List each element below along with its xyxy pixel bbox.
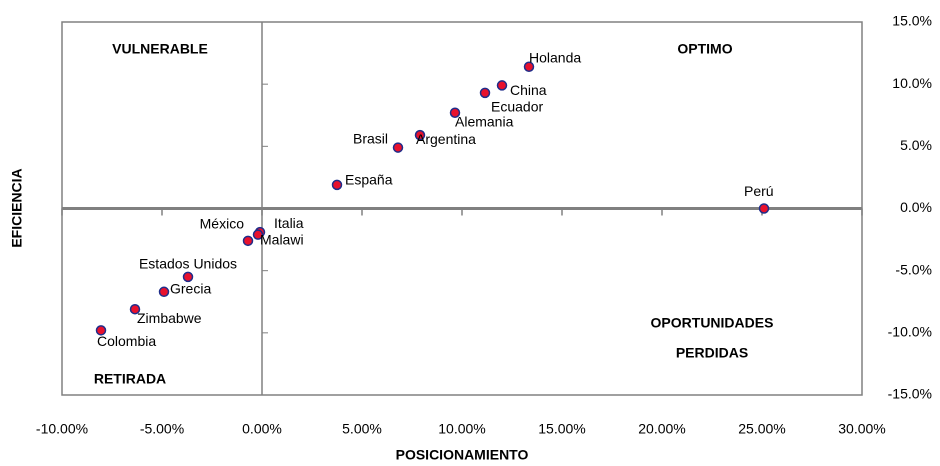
quadrant-label: OPTIMO: [677, 41, 732, 57]
y-tick-label: 10.0%: [892, 75, 932, 91]
y-tick-label: 15.0%: [892, 13, 932, 29]
x-tick-label: 15.00%: [538, 421, 585, 437]
point: [331, 179, 343, 191]
y-tick-label: -15.0%: [888, 386, 932, 402]
point: [129, 303, 141, 315]
y-axis-title: EFICIENCIA: [9, 168, 25, 247]
quadrant-label: RETIRADA: [94, 371, 166, 387]
x-tick-label: 0.00%: [242, 421, 282, 437]
point-label: México: [200, 216, 245, 232]
x-tick-label: -10.00%: [36, 421, 88, 437]
x-tick-label: 5.00%: [342, 421, 382, 437]
point-label: Brasil: [353, 130, 388, 146]
point: [392, 142, 404, 153]
point-label: Malawi: [260, 231, 304, 247]
x-tick-label: 20.00%: [638, 421, 685, 437]
quadrant-label: PERDIDAS: [676, 345, 748, 361]
point: [479, 87, 491, 99]
point: [242, 235, 254, 247]
point-label: España: [345, 172, 393, 188]
x-tick-label: 10.00%: [438, 421, 485, 437]
point-label: Grecia: [170, 281, 211, 297]
point: [758, 203, 770, 214]
point: [414, 129, 426, 141]
point-label: Alemania: [455, 113, 514, 129]
point: [523, 61, 535, 73]
quadrant-label: OPORTUNIDADES: [651, 315, 774, 331]
y-tick-label: -5.0%: [895, 261, 932, 277]
point-label: Holanda: [529, 49, 581, 65]
y-tick-label: 0.0%: [900, 199, 932, 215]
x-tick-label: -5.00%: [140, 421, 184, 437]
quadrant-label: VULNERABLE: [112, 41, 208, 57]
point-label: Italia: [274, 215, 304, 231]
point: [158, 286, 170, 298]
point: [496, 80, 508, 91]
point: [449, 107, 461, 119]
point: [182, 271, 194, 283]
y-tick-label: 5.0%: [900, 137, 932, 153]
point-label: Ecuador: [491, 99, 543, 115]
point: [95, 325, 107, 336]
point-label: Estados Unidos: [139, 256, 237, 272]
point-label: China: [510, 82, 547, 98]
y-tick-label: -10.0%: [888, 324, 932, 340]
x-tick-label: 30.00%: [838, 421, 885, 437]
point: [252, 229, 264, 240]
point-label: Argentina: [416, 131, 476, 147]
point-label: Colombia: [97, 333, 156, 349]
x-tick-label: 25.00%: [738, 421, 785, 437]
point-label: Zimbabwe: [137, 310, 202, 326]
x-axis-title: POSICIONAMIENTO: [396, 447, 529, 463]
point-label: Perú: [744, 183, 774, 199]
